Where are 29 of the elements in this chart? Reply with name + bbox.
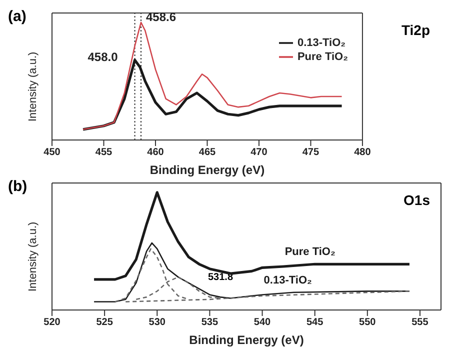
x-tick-label: 525 xyxy=(96,317,114,328)
x-tick-label: 550 xyxy=(359,317,376,328)
x-tick-label: 535 xyxy=(201,317,218,328)
ref-line-label: 458.6 xyxy=(146,10,176,24)
ref-line-label: 458.0 xyxy=(88,50,118,64)
x-tick-label: 470 xyxy=(250,147,268,158)
x-tick-label: 450 xyxy=(44,147,61,158)
x-tick-label: 455 xyxy=(95,147,113,158)
x-tick-label: 475 xyxy=(302,147,320,158)
text: Ti2p xyxy=(401,22,430,38)
y-axis-title: Intensity (a.u.) xyxy=(26,52,39,122)
x-axis-title: Binding Energy (eV) xyxy=(189,333,304,347)
x-tick-label: 520 xyxy=(44,317,61,328)
annotation: O1s xyxy=(404,192,430,208)
x-tick-label: 460 xyxy=(147,147,164,158)
chart-title: (a) xyxy=(8,8,26,25)
series-label: Pure TiO₂ xyxy=(284,246,336,258)
series-label: 0.13-TiO₂ xyxy=(264,274,312,286)
legend-label: Pure TiO₂ xyxy=(297,50,348,63)
x-axis-title: Binding Energy (eV) xyxy=(150,163,265,177)
x-tick-label: 540 xyxy=(254,317,272,328)
x-tick-label: 480 xyxy=(354,147,372,158)
y-axis-title: Intensity (a.u.) xyxy=(26,222,39,292)
chart-title: (b) xyxy=(8,178,28,195)
x-tick-label: 465 xyxy=(198,147,216,158)
x-tick-label: 530 xyxy=(148,317,166,328)
x-tick-label: 555 xyxy=(412,317,429,328)
legend-label: 0.13-TiO₂ xyxy=(297,36,346,49)
x-tick-label: 545 xyxy=(306,317,324,328)
